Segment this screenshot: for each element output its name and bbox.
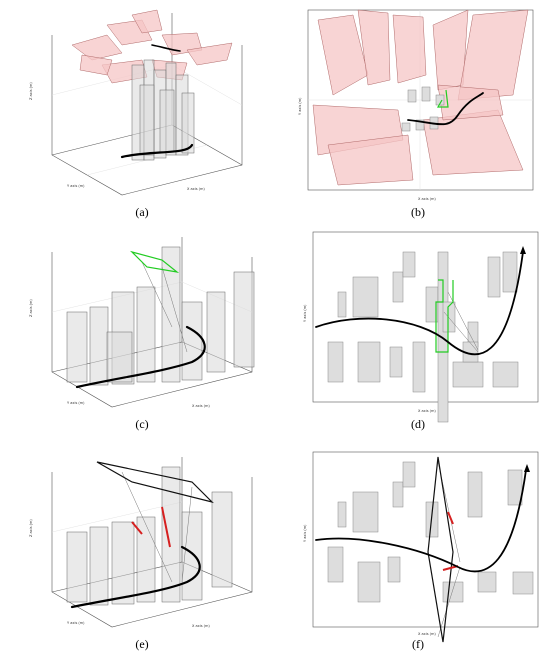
panel-b: X axis (m) Y axis (m) (b) (298, 5, 543, 220)
caption-c: (c) (135, 417, 149, 431)
caption-d: (d) (411, 417, 425, 431)
figure-a-plot: Z axis (m) Y axis (m) X axis (m) (29, 9, 243, 196)
panel-f: X axis (m) Y axis (m) (f) (298, 451, 543, 657)
caption-f: (f) (412, 637, 424, 651)
caption-e: (e) (135, 637, 149, 651)
svg-text:X axis (m): X axis (m) (418, 197, 436, 201)
svg-text:Y axis (m): Y axis (m) (67, 401, 85, 405)
svg-text:Z axis (m): Z axis (m) (29, 299, 33, 317)
caption-b: (b) (411, 205, 425, 219)
svg-text:X axis (m): X axis (m) (192, 404, 210, 408)
caption-a: (a) (135, 205, 149, 219)
panel-a: Z axis (m) Y axis (m) X axis (m) (a) (12, 5, 272, 220)
svg-text:Y axis (m): Y axis (m) (303, 524, 307, 542)
panel-d: X axis (m) Y axis (m) (d) (298, 231, 543, 437)
svg-text:X axis (m): X axis (m) (192, 624, 210, 628)
svg-text:X axis (m): X axis (m) (418, 632, 436, 636)
svg-text:Z axis (m): Z axis (m) (29, 519, 33, 537)
svg-text:X axis (m): X axis (m) (418, 409, 436, 413)
figure-d-plot: X axis (m) Y axis (m) (303, 231, 539, 423)
svg-text:Y axis (m): Y axis (m) (67, 621, 85, 625)
figure-c-plot: Z axis (m) Y axis (m) X axis (m) (29, 237, 255, 408)
svg-text:X axis (m): X axis (m) (187, 187, 205, 191)
svg-text:Y axis (m): Y axis (m) (303, 304, 307, 322)
panel-e: Z axis (m) Y axis (m) X axis (m) (e) (12, 452, 272, 657)
figure-e-plot: Z axis (m) Y axis (m) X axis (m) (29, 457, 253, 628)
figure-f-plot: X axis (m) Y axis (m) (303, 451, 539, 643)
svg-text:Y axis (m): Y axis (m) (67, 184, 85, 188)
panel-c: Z axis (m) Y axis (m) X axis (m) (c) (12, 232, 272, 437)
figure-b-plot: X axis (m) Y axis (m) (298, 9, 534, 201)
svg-text:Y axis (m): Y axis (m) (298, 97, 302, 115)
svg-text:Z axis (m): Z axis (m) (29, 82, 33, 100)
